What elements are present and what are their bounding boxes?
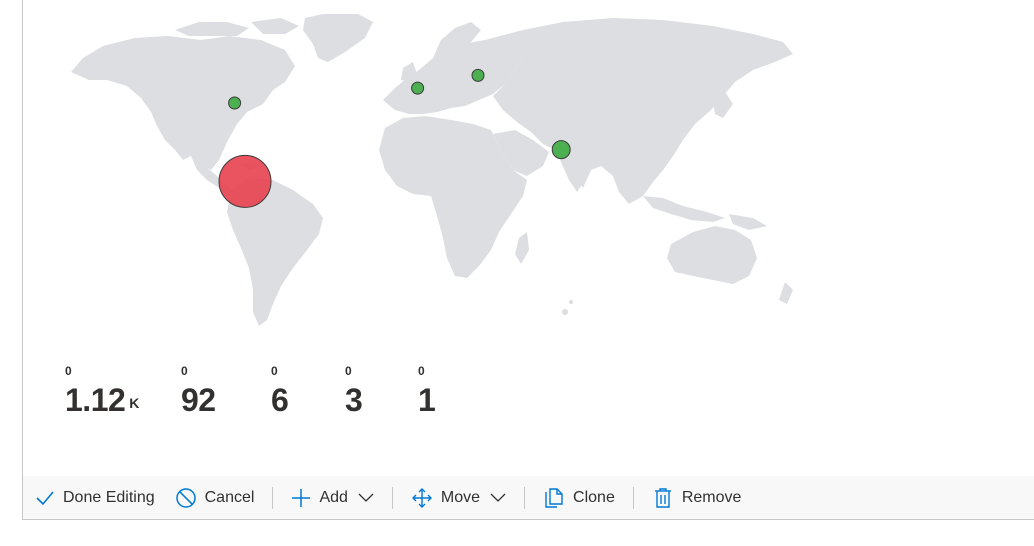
world-map-svg — [71, 14, 793, 326]
toolbar-divider — [391, 486, 393, 509]
move-button[interactable]: Move — [411, 476, 506, 519]
done-editing-button[interactable]: Done Editing — [35, 476, 155, 519]
stat-suffix: K — [129, 395, 139, 411]
cancel-label: Cancel — [204, 488, 255, 506]
edit-toolbar: Done Editing Cancel Add — [23, 476, 1034, 519]
add-button[interactable]: Add — [291, 476, 374, 519]
madagascar-shape — [515, 232, 529, 264]
arctic-islands-shape — [175, 22, 249, 36]
island-shape — [562, 309, 568, 315]
australia-shape — [667, 226, 757, 284]
chevron-down-icon — [358, 493, 374, 503]
stat-small-label: 0 — [181, 364, 188, 378]
new-zealand-shape — [779, 282, 793, 304]
stat-value: 6 — [271, 382, 289, 418]
stat-item: 0 1.12 K — [65, 364, 139, 424]
move-arrows-icon — [411, 487, 433, 509]
stat-small-label: 0 — [65, 364, 72, 378]
island-shape — [569, 300, 573, 304]
chevron-down-icon — [490, 493, 506, 503]
remove-label: Remove — [681, 488, 742, 506]
stat-value: 1 — [418, 382, 436, 418]
stat-item: 0 1 — [418, 364, 436, 418]
map-marker[interactable] — [471, 68, 485, 82]
uk-shape — [401, 62, 417, 82]
checkmark-icon — [35, 488, 55, 508]
stat-number: 92 — [181, 382, 216, 418]
scandinavia-shape — [433, 22, 481, 60]
clone-label: Clone — [573, 488, 615, 506]
europe-shape — [383, 40, 523, 114]
stat-value: 1.12 K — [65, 382, 139, 424]
stat-number: 1.12 — [65, 382, 126, 418]
stat-item: 0 3 — [345, 364, 363, 418]
remove-button[interactable]: Remove — [652, 476, 742, 519]
greenland-shape — [303, 14, 373, 62]
toolbar-divider — [272, 486, 274, 509]
stat-value: 92 — [181, 382, 216, 418]
south-america-shape — [227, 178, 323, 326]
arctic-islands-shape-2 — [251, 18, 299, 34]
done-editing-label: Done Editing — [63, 488, 155, 506]
africa-shape — [379, 116, 527, 278]
cancel-button[interactable]: Cancel — [175, 476, 255, 519]
stat-small-label: 0 — [418, 364, 425, 378]
plus-icon — [291, 488, 311, 508]
stat-item: 0 92 — [181, 364, 216, 418]
se-asia-islands-shape — [643, 196, 725, 222]
stat-number: 6 — [271, 382, 289, 418]
arabia-shape — [493, 130, 549, 176]
japan-shape — [713, 92, 733, 118]
stat-number: 3 — [345, 382, 363, 418]
asia-shape — [485, 18, 793, 204]
map-marker[interactable] — [218, 154, 272, 208]
move-label: Move — [440, 488, 481, 506]
map-marker[interactable] — [551, 140, 571, 160]
new-guinea-shape — [729, 214, 767, 230]
stat-small-label: 0 — [271, 364, 278, 378]
cancel-icon — [175, 487, 197, 509]
copy-icon — [543, 487, 565, 509]
north-america-shape — [71, 36, 295, 170]
map-tile: 0 1.12 K 0 92 0 6 0 3 0 1 Done Editing — [22, 0, 1034, 520]
trash-icon — [652, 487, 674, 509]
map-marker[interactable] — [411, 81, 425, 95]
stat-small-label: 0 — [345, 364, 352, 378]
toolbar-divider — [632, 486, 634, 509]
stat-number: 1 — [418, 382, 436, 418]
stat-item: 0 6 — [271, 364, 289, 418]
clone-button[interactable]: Clone — [543, 476, 615, 519]
land-masses — [71, 14, 793, 326]
toolbar-divider — [524, 486, 526, 509]
map-markers — [218, 68, 571, 208]
map-marker[interactable] — [228, 96, 242, 110]
add-label: Add — [319, 488, 348, 506]
world-map — [23, 0, 1034, 340]
stat-value: 3 — [345, 382, 363, 418]
